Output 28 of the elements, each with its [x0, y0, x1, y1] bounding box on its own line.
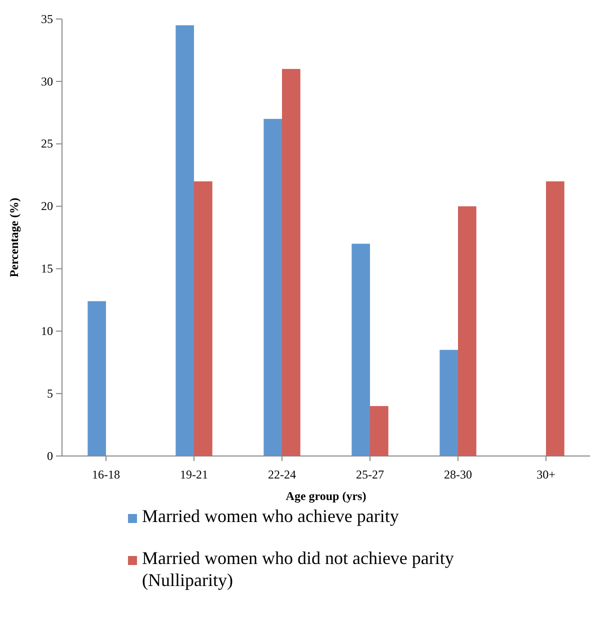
bar — [458, 206, 476, 456]
x-tick-label: 25-27 — [356, 467, 384, 482]
legend-label: Married women who did not achieve parity (Nulliparity) — [142, 548, 454, 590]
bar — [194, 181, 212, 456]
bar — [282, 68, 300, 456]
y-tick-label: 15 — [41, 262, 53, 276]
y-tick-label: 0 — [47, 448, 53, 463]
bar — [546, 181, 564, 456]
bar — [440, 350, 458, 456]
y-tick-label: 30 — [41, 74, 53, 88]
y-tick-label: 5 — [47, 386, 53, 400]
x-tick-label: 30+ — [536, 467, 556, 482]
x-tick-label: 16-18 — [92, 467, 120, 482]
bar — [370, 406, 388, 456]
bar — [176, 25, 194, 456]
y-tick-label: 35 — [41, 12, 53, 26]
x-axis-title: Age group (yrs) — [286, 489, 366, 503]
bar — [88, 301, 106, 456]
x-tick-label: 28-30 — [444, 467, 472, 482]
y-tick-label: 20 — [41, 199, 53, 214]
bar — [352, 244, 370, 456]
bar — [264, 118, 282, 456]
x-tick-label: 22-24 — [268, 467, 296, 482]
y-tick-label: 25 — [41, 136, 53, 151]
y-axis-title: Percentage (%) — [7, 198, 21, 278]
x-tick-label: 19-21 — [180, 467, 208, 482]
legend-label: Married women who achieve parity — [142, 506, 399, 526]
y-tick-label: 10 — [41, 324, 53, 338]
